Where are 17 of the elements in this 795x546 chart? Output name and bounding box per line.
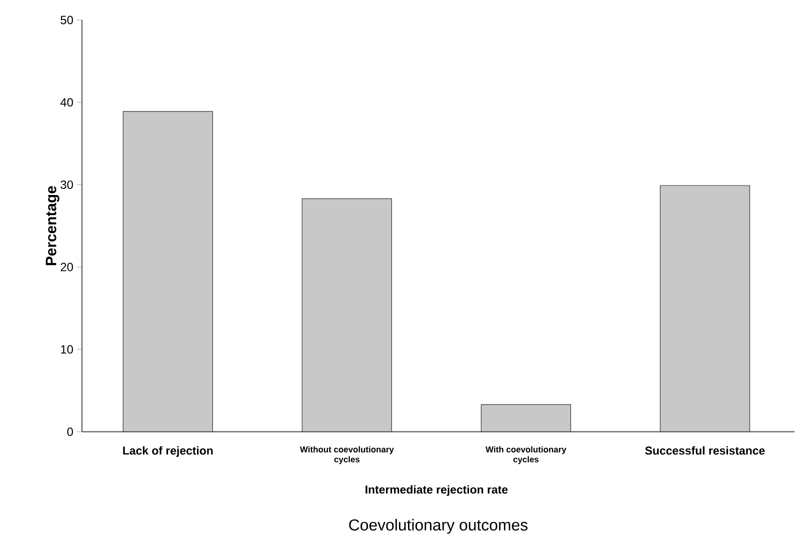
x-axis-title: Coevolutionary outcomes <box>349 519 528 534</box>
x-tick-label: With coevolutionary cycles <box>486 446 566 464</box>
y-tick-label: 0 <box>67 428 73 436</box>
x-tick-label: Lack of rejection <box>123 446 213 458</box>
bar <box>302 198 392 432</box>
x-tick-label: Successful resistance <box>645 446 765 455</box>
y-tick-label: 50 <box>60 16 73 24</box>
y-tick-label: 40 <box>60 98 73 107</box>
bar <box>122 111 213 432</box>
y-axis-title: Percentage <box>46 186 60 266</box>
text: Intermediate rejection rate <box>366 485 508 496</box>
y-tick-label: 30 <box>60 180 73 190</box>
y-tick-label: 20 <box>60 262 73 272</box>
y-tick-label: 10 <box>61 345 73 354</box>
bar <box>480 404 572 432</box>
bar <box>660 185 750 432</box>
x-tick-label: Without coevolutionary cycles <box>300 446 394 464</box>
